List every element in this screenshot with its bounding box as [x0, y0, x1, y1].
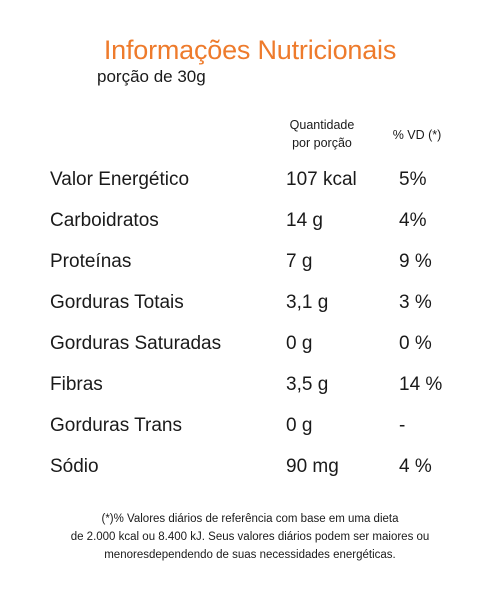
nutrient-name: Proteínas — [50, 251, 132, 272]
page-title: Informações Nutricionais — [103, 35, 397, 65]
nutrient-name: Valor Energético — [50, 169, 190, 190]
nutrient-quantity: 7 g — [286, 251, 313, 272]
nutrient-quantity: 14 g — [286, 210, 323, 231]
footnote: (*)% Valores diários de referência com b… — [20, 510, 480, 564]
column-header-vd: % VD (*) — [392, 128, 442, 142]
nutrient-quantity: 3,5 g — [286, 374, 329, 395]
footnote-line: de 2.000 kcal ou 8.400 kJ. Seus valores … — [70, 531, 430, 543]
column-header-quantity-line2: por porção — [292, 136, 352, 150]
nutrient-vd: 14 % — [399, 374, 443, 395]
nutrient-quantity: 90 mg — [286, 456, 339, 477]
nutrient-vd: 3 % — [399, 292, 432, 313]
nutrient-vd: 5% — [399, 169, 427, 190]
column-header-quantity-line1: Quantidade — [289, 118, 355, 132]
table-row: Valor Energético 107 kcal 5% — [0, 160, 500, 200]
nutrient-vd: 4 % — [399, 456, 432, 477]
table-row: Gorduras Trans 0 g - — [0, 406, 500, 446]
table-row: Gorduras Saturadas 0 g 0 % — [0, 324, 500, 364]
nutrient-name: Fibras — [50, 374, 103, 395]
footnote-line: (*)% Valores diários de referência com b… — [101, 513, 399, 525]
nutrient-vd: 4% — [399, 210, 427, 231]
table-row: Carboidratos 14 g 4% — [0, 201, 500, 241]
nutrient-vd: 9 % — [399, 251, 432, 272]
nutrient-quantity: 0 g — [286, 415, 313, 436]
table-row: Proteínas 7 g 9 % — [0, 242, 500, 282]
footnote-line: menoresdependendo de suas necessidades e… — [104, 549, 396, 561]
nutrient-name: Gorduras Trans — [50, 415, 182, 436]
nutrient-name: Sódio — [50, 456, 99, 477]
nutrient-name: Gorduras Saturadas — [50, 333, 222, 354]
portion-size: porção de 30g — [97, 67, 206, 86]
nutrient-name: Carboidratos — [50, 210, 159, 231]
nutrient-quantity: 0 g — [286, 333, 313, 354]
table-row: Gorduras Totais 3,1 g 3 % — [0, 283, 500, 323]
nutrient-vd: 0 % — [399, 333, 432, 354]
nutrient-vd: - — [399, 415, 406, 436]
nutrient-quantity: 107 kcal — [286, 169, 357, 190]
column-header-quantity: Quantidade por porção — [276, 116, 368, 152]
nutrient-quantity: 3,1 g — [286, 292, 329, 313]
table-row: Sódio 90 mg 4 % — [0, 447, 500, 487]
table-row: Fibras 3,5 g 14 % — [0, 365, 500, 405]
nutrient-name: Gorduras Totais — [50, 292, 184, 313]
